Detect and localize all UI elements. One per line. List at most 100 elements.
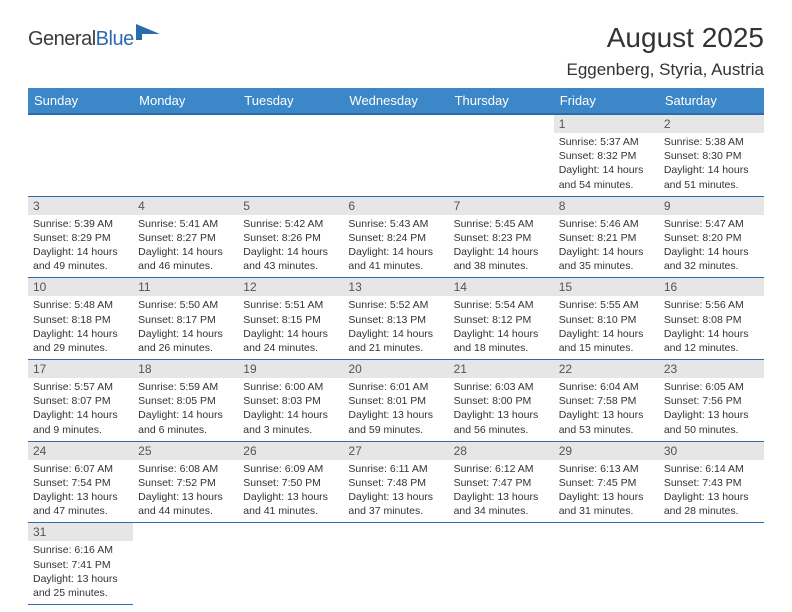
day-header: Friday [554,88,659,114]
day-number: 16 [659,278,764,296]
day-detail: Sunrise: 5:39 AMSunset: 8:29 PMDaylight:… [28,215,133,278]
calendar-cell: 21Sunrise: 6:03 AMSunset: 8:00 PMDayligh… [449,360,554,442]
calendar-cell: 17Sunrise: 5:57 AMSunset: 8:07 PMDayligh… [28,360,133,442]
day-detail: Sunrise: 6:07 AMSunset: 7:54 PMDaylight:… [28,460,133,523]
calendar-cell [343,114,448,196]
calendar-cell: 28Sunrise: 6:12 AMSunset: 7:47 PMDayligh… [449,441,554,523]
calendar-cell [238,114,343,196]
calendar-cell: 14Sunrise: 5:54 AMSunset: 8:12 PMDayligh… [449,278,554,360]
day-number: 24 [28,442,133,460]
calendar-cell [238,523,343,605]
day-detail: Sunrise: 5:57 AMSunset: 8:07 PMDaylight:… [28,378,133,441]
day-number: 10 [28,278,133,296]
day-detail: Sunrise: 5:45 AMSunset: 8:23 PMDaylight:… [449,215,554,278]
calendar-cell [659,523,764,605]
day-detail: Sunrise: 6:03 AMSunset: 8:00 PMDaylight:… [449,378,554,441]
day-number: 8 [554,197,659,215]
day-number: 28 [449,442,554,460]
day-detail: Sunrise: 5:43 AMSunset: 8:24 PMDaylight:… [343,215,448,278]
calendar-cell [554,523,659,605]
calendar-cell: 6Sunrise: 5:43 AMSunset: 8:24 PMDaylight… [343,196,448,278]
logo-flag-icon [136,24,162,47]
calendar-cell: 20Sunrise: 6:01 AMSunset: 8:01 PMDayligh… [343,360,448,442]
day-detail: Sunrise: 6:01 AMSunset: 8:01 PMDaylight:… [343,378,448,441]
day-number: 27 [343,442,448,460]
calendar-cell: 27Sunrise: 6:11 AMSunset: 7:48 PMDayligh… [343,441,448,523]
calendar-cell: 15Sunrise: 5:55 AMSunset: 8:10 PMDayligh… [554,278,659,360]
calendar-cell: 31Sunrise: 6:16 AMSunset: 7:41 PMDayligh… [28,523,133,605]
calendar-cell [28,114,133,196]
calendar-cell: 11Sunrise: 5:50 AMSunset: 8:17 PMDayligh… [133,278,238,360]
day-detail: Sunrise: 5:54 AMSunset: 8:12 PMDaylight:… [449,296,554,359]
calendar-cell [133,114,238,196]
day-detail: Sunrise: 6:12 AMSunset: 7:47 PMDaylight:… [449,460,554,523]
day-number: 12 [238,278,343,296]
day-detail: Sunrise: 6:13 AMSunset: 7:45 PMDaylight:… [554,460,659,523]
day-detail: Sunrise: 6:05 AMSunset: 7:56 PMDaylight:… [659,378,764,441]
day-number: 15 [554,278,659,296]
day-detail: Sunrise: 6:16 AMSunset: 7:41 PMDaylight:… [28,541,133,604]
calendar-cell: 30Sunrise: 6:14 AMSunset: 7:43 PMDayligh… [659,441,764,523]
day-number: 17 [28,360,133,378]
day-number: 9 [659,197,764,215]
day-detail: Sunrise: 5:56 AMSunset: 8:08 PMDaylight:… [659,296,764,359]
calendar-cell: 19Sunrise: 6:00 AMSunset: 8:03 PMDayligh… [238,360,343,442]
day-number: 11 [133,278,238,296]
calendar-cell: 9Sunrise: 5:47 AMSunset: 8:20 PMDaylight… [659,196,764,278]
calendar-cell: 18Sunrise: 5:59 AMSunset: 8:05 PMDayligh… [133,360,238,442]
day-number: 7 [449,197,554,215]
calendar-cell: 7Sunrise: 5:45 AMSunset: 8:23 PMDaylight… [449,196,554,278]
calendar-cell: 22Sunrise: 6:04 AMSunset: 7:58 PMDayligh… [554,360,659,442]
day-number: 6 [343,197,448,215]
day-number: 1 [554,115,659,133]
day-header: Sunday [28,88,133,114]
page-title: August 2025 [566,22,764,54]
day-header: Saturday [659,88,764,114]
calendar-cell: 12Sunrise: 5:51 AMSunset: 8:15 PMDayligh… [238,278,343,360]
day-number: 26 [238,442,343,460]
day-number: 29 [554,442,659,460]
day-number: 5 [238,197,343,215]
day-detail: Sunrise: 5:59 AMSunset: 8:05 PMDaylight:… [133,378,238,441]
calendar-cell [449,114,554,196]
day-number: 31 [28,523,133,541]
calendar-cell: 3Sunrise: 5:39 AMSunset: 8:29 PMDaylight… [28,196,133,278]
logo-text-general: General [28,28,96,51]
day-number: 3 [28,197,133,215]
calendar-cell: 26Sunrise: 6:09 AMSunset: 7:50 PMDayligh… [238,441,343,523]
calendar-cell: 25Sunrise: 6:08 AMSunset: 7:52 PMDayligh… [133,441,238,523]
day-detail: Sunrise: 5:38 AMSunset: 8:30 PMDaylight:… [659,133,764,196]
day-number: 21 [449,360,554,378]
day-detail: Sunrise: 5:52 AMSunset: 8:13 PMDaylight:… [343,296,448,359]
day-detail: Sunrise: 5:37 AMSunset: 8:32 PMDaylight:… [554,133,659,196]
calendar-cell [133,523,238,605]
day-number: 14 [449,278,554,296]
calendar-cell: 29Sunrise: 6:13 AMSunset: 7:45 PMDayligh… [554,441,659,523]
day-header: Wednesday [343,88,448,114]
day-detail: Sunrise: 5:50 AMSunset: 8:17 PMDaylight:… [133,296,238,359]
day-number: 19 [238,360,343,378]
day-number: 23 [659,360,764,378]
logo-text-blue: Blue [96,28,134,51]
calendar-cell: 5Sunrise: 5:42 AMSunset: 8:26 PMDaylight… [238,196,343,278]
day-number: 20 [343,360,448,378]
day-number: 2 [659,115,764,133]
day-header: Thursday [449,88,554,114]
day-detail: Sunrise: 5:55 AMSunset: 8:10 PMDaylight:… [554,296,659,359]
day-header: Monday [133,88,238,114]
day-detail: Sunrise: 6:08 AMSunset: 7:52 PMDaylight:… [133,460,238,523]
calendar-cell: 16Sunrise: 5:56 AMSunset: 8:08 PMDayligh… [659,278,764,360]
day-detail: Sunrise: 6:09 AMSunset: 7:50 PMDaylight:… [238,460,343,523]
logo: GeneralBlue [28,22,162,51]
day-header: Tuesday [238,88,343,114]
calendar-cell: 4Sunrise: 5:41 AMSunset: 8:27 PMDaylight… [133,196,238,278]
day-number: 4 [133,197,238,215]
calendar-cell [449,523,554,605]
day-number: 22 [554,360,659,378]
day-detail: Sunrise: 5:41 AMSunset: 8:27 PMDaylight:… [133,215,238,278]
day-detail: Sunrise: 6:00 AMSunset: 8:03 PMDaylight:… [238,378,343,441]
day-detail: Sunrise: 5:42 AMSunset: 8:26 PMDaylight:… [238,215,343,278]
day-detail: Sunrise: 6:04 AMSunset: 7:58 PMDaylight:… [554,378,659,441]
day-number: 30 [659,442,764,460]
day-detail: Sunrise: 6:14 AMSunset: 7:43 PMDaylight:… [659,460,764,523]
